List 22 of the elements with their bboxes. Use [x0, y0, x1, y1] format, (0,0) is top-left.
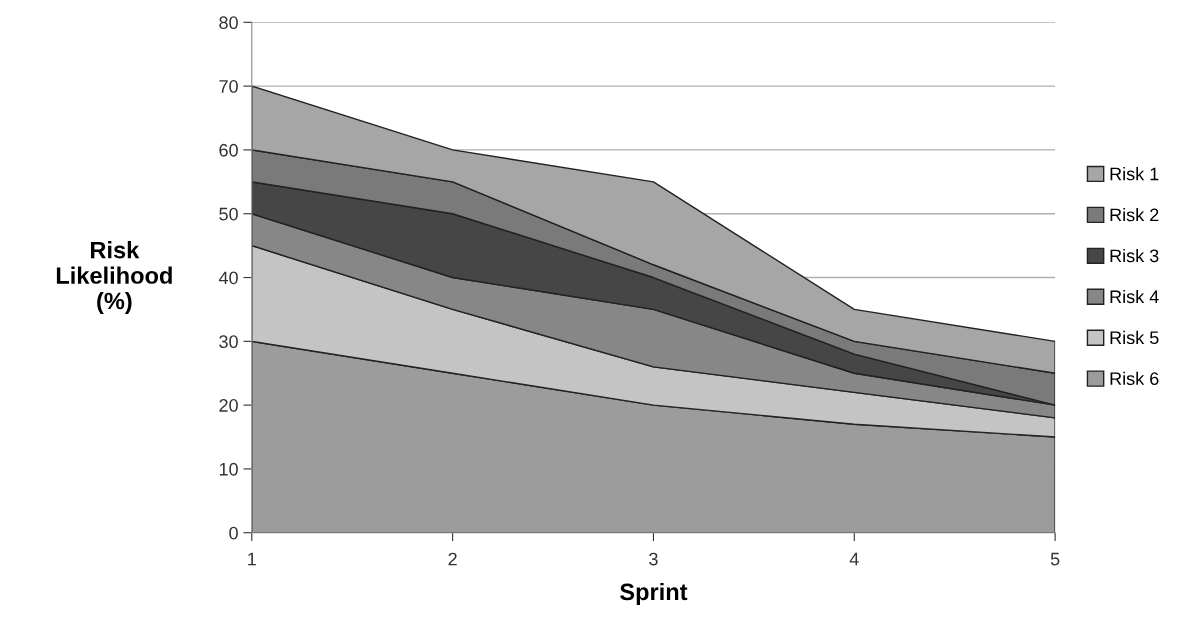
y-tick-label: 20	[219, 399, 238, 412]
x-tick-label: 3	[649, 552, 658, 566]
legend-label: Risk 2	[1110, 208, 1159, 222]
x-tick-label: 4	[849, 552, 859, 566]
y-tick-label: 10	[219, 462, 238, 476]
x-tick-label: 5	[1050, 552, 1060, 566]
legend-label: Risk 6	[1110, 371, 1159, 386]
y-tick-label: 40	[218, 271, 238, 285]
y-tick-label: 0	[229, 526, 238, 540]
x-tick-label: 1	[248, 552, 256, 566]
y-tick-label: 60	[219, 143, 238, 157]
y-tick-label: 80	[219, 16, 238, 30]
legend-label: Risk 3	[1110, 248, 1159, 263]
legend-label: Risk 1	[1110, 167, 1159, 181]
y-tick-label: 50	[219, 207, 238, 221]
x-tick-label: 2	[448, 552, 457, 566]
x-axis-title: Sprint	[620, 582, 688, 605]
y-tick-label: 70	[219, 80, 238, 93]
y-tick-label: 30	[219, 335, 238, 349]
y-axis-title: Risk Likelihood (%)	[56, 241, 172, 314]
legend-label: Risk 4	[1110, 289, 1159, 304]
legend-label: Risk 5	[1110, 330, 1159, 345]
